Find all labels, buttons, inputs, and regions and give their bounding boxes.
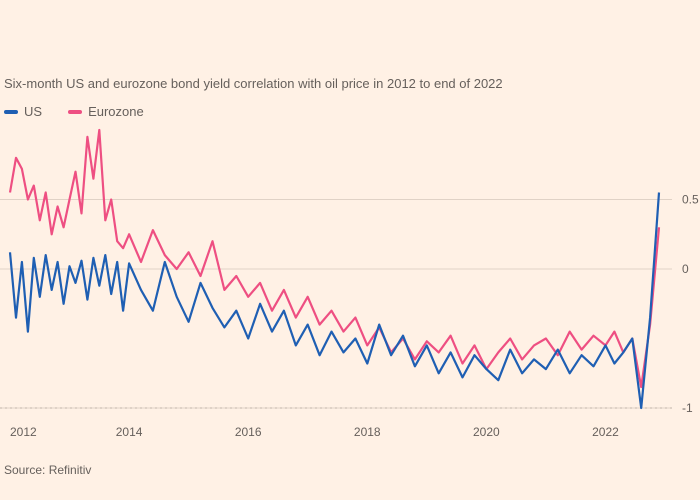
legend-label-us: US — [24, 104, 43, 119]
x-tick-label-3: 2018 — [354, 425, 381, 439]
legend-swatch-eurozone — [68, 109, 83, 114]
series-line-us — [8, 192, 661, 410]
legend-item-eurozone: Eurozone — [68, 104, 144, 119]
x-tick-label-5: 2022 — [592, 425, 619, 439]
chart-source: Source: Refinitiv — [4, 463, 92, 477]
legend-item-us: US — [4, 104, 42, 119]
chart-subtitle: Six-month US and eurozone bond yield cor… — [4, 76, 503, 91]
x-tick-label-1: 2014 — [116, 425, 143, 439]
chart-legend: US Eurozone — [4, 104, 170, 119]
y-tick-label-1: 0 — [682, 262, 689, 276]
x-tick-label-0: 2012 — [10, 425, 37, 439]
x-tick-label-4: 2020 — [473, 425, 500, 439]
x-tick-label-2: 2016 — [235, 425, 262, 439]
series-line-eurozone — [8, 128, 661, 389]
y-tick-label-0: -1 — [682, 401, 693, 415]
y-tick-label-2: 0.5 — [682, 193, 699, 207]
legend-label-eurozone: Eurozone — [88, 104, 144, 119]
legend-swatch-us — [4, 109, 18, 114]
